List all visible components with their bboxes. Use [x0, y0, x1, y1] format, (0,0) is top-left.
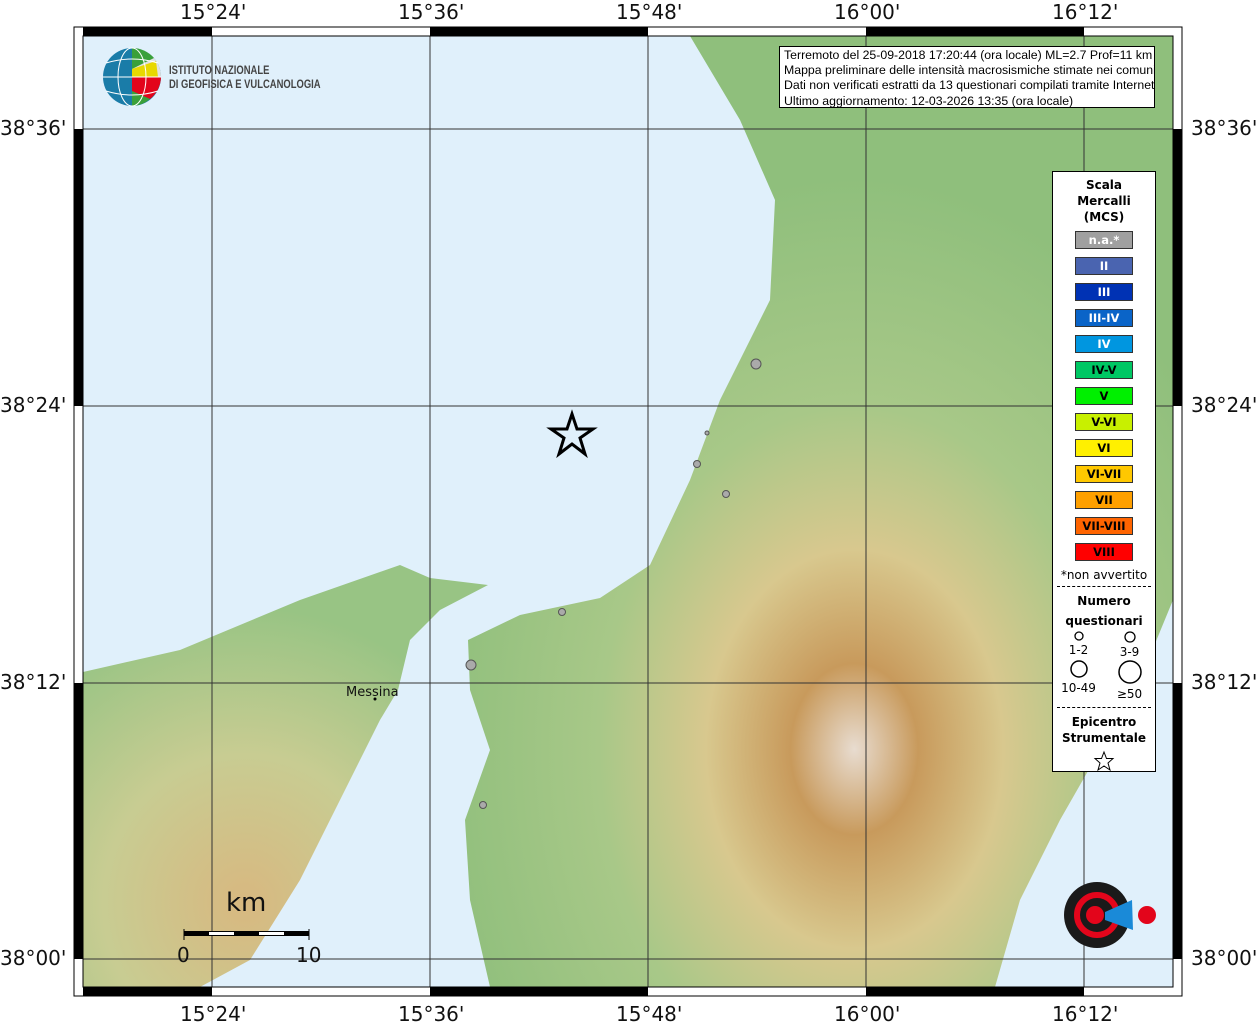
event-info-line: Terremoto del 25-09-2018 17:20:44 (ora l… [784, 48, 1153, 62]
intensity-swatch: VI [1075, 439, 1133, 457]
intensity-swatch: VII-VIII [1075, 517, 1133, 535]
circle-size-1-icon [1073, 631, 1084, 641]
event-info-line: Ultimo aggiornamento: 12-03-2026 13:35 (… [784, 93, 1074, 108]
event-info-line: Dati non verificati estratti da 13 quest… [784, 78, 1155, 93]
scale-bar-unit: km [226, 888, 267, 918]
lon-label-top: 16°00' [834, 0, 901, 24]
land-sicily [83, 565, 488, 987]
scale-bar-start: 0 [177, 943, 190, 967]
epicenter-title: Epicentro Strumentale [1061, 715, 1147, 745]
intensity-swatch: V-VI [1075, 413, 1133, 431]
messina-marker [373, 697, 377, 701]
lon-label-top: 15°48' [616, 0, 683, 24]
intensity-swatch: VIII [1075, 543, 1133, 561]
lon-label-bottom: 15°48' [616, 1002, 683, 1026]
lat-label-left: 38°24' [0, 393, 67, 417]
observation-point [465, 659, 477, 671]
event-info-line: Mappa preliminare delle intensità macros… [784, 63, 1155, 78]
ingv-globe-logo-icon [103, 47, 161, 107]
map-frame [73, 26, 1183, 997]
intensity-swatch: V [1075, 387, 1133, 405]
intensity-swatch: IV-V [1075, 361, 1133, 379]
event-info-box: Terremoto del 25-09-2018 17:20:44 (ora l… [779, 46, 1155, 108]
scale-bar [183, 929, 310, 940]
legend-title: Scala Mercalli (MCS) [1077, 178, 1131, 224]
lat-label-right: 38°00' [1191, 946, 1256, 970]
observation-point [722, 490, 730, 498]
lon-label-bottom: 15°24' [180, 1002, 247, 1026]
epicenter-star-icon [1093, 750, 1115, 772]
observation-point [750, 358, 762, 370]
ingv-logo-text: ISTITUTO NAZIONALE DI GEOFISICA E VULCANO… [169, 65, 321, 91]
divider [1057, 707, 1151, 708]
observation-point [479, 801, 487, 809]
lon-label-bottom: 16°12' [1052, 1002, 1119, 1026]
divider [1057, 586, 1151, 587]
intensity-swatch: III-IV [1075, 309, 1133, 327]
lat-label-left: 38°00' [0, 946, 67, 970]
place-label-messina: Messina [346, 685, 399, 700]
intensity-swatch: IV [1075, 335, 1133, 353]
circle-size-3-icon [1069, 660, 1088, 678]
legend: Scala Mercalli (MCS) n.a.* II III III-IV IV IV-… [1052, 171, 1156, 772]
lon-label-top: 16°12' [1052, 0, 1119, 24]
observation-points [465, 358, 762, 809]
count-sizes: 1-2 3-9 10-49 ≥50 [1053, 631, 1155, 701]
count-title: Numero questionari [1065, 594, 1143, 628]
intensity-swatch: II [1075, 257, 1133, 275]
lon-label-bottom: 16°00' [834, 1002, 901, 1026]
circle-size-4-icon [1117, 660, 1142, 684]
lat-label-right: 38°36' [1191, 116, 1256, 140]
legend-note: *non avvertito [1060, 568, 1148, 582]
lat-label-left: 38°12' [0, 670, 67, 694]
epicenter-star-icon [546, 409, 598, 459]
lon-label-bottom: 15°36' [398, 1002, 465, 1026]
intensity-swatch: VII [1075, 491, 1133, 509]
intensity-swatch: VI-VII [1075, 465, 1133, 483]
observation-point [693, 460, 701, 468]
intensity-scale: n.a.* II III III-IV IV IV-V V V-VI VI VI-VII VII VI… [1053, 231, 1155, 561]
intensity-swatch: III [1075, 283, 1133, 301]
lat-label-left: 38°36' [0, 116, 67, 140]
lon-label-top: 15°36' [398, 0, 465, 24]
intensity-swatch: n.a.* [1075, 231, 1133, 249]
lat-label-right: 38°12' [1191, 670, 1256, 694]
scale-bar-end: 10 [296, 943, 322, 967]
hst-logo-icon [1064, 882, 1156, 948]
circle-size-2-icon [1123, 631, 1136, 643]
lat-label-right: 38°24' [1191, 393, 1256, 417]
observation-point [704, 430, 710, 436]
lon-label-top: 15°24' [180, 0, 247, 24]
observation-point [558, 608, 566, 616]
land-calabria [465, 36, 1173, 987]
